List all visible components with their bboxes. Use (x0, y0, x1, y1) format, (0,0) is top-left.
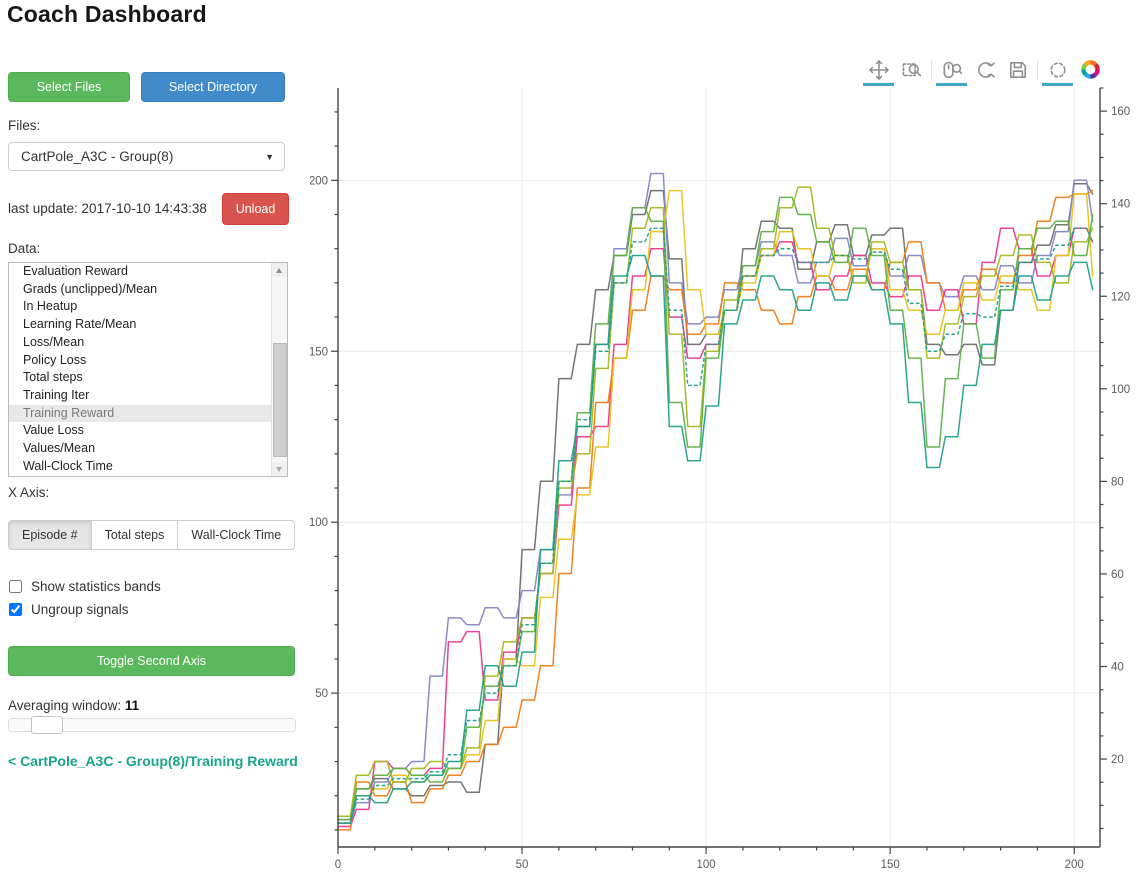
x-tick-label: 150 (881, 859, 900, 871)
data-list-item[interactable]: Training Iter (23, 387, 90, 402)
x-axis-tab-group: Episode # Total steps Wall-Clock Time (8, 520, 296, 550)
files-select-value: CartPole_A3C - Group(8) (21, 149, 174, 164)
data-list-item[interactable]: Grads (unclipped)/Mean (23, 281, 158, 296)
data-list-item[interactable]: Wall-Clock Time (23, 458, 113, 473)
data-list-item[interactable]: Evaluation Reward (23, 264, 128, 278)
averaging-window-label: Averaging window: 11 (8, 698, 140, 713)
averaging-window-value: 11 (124, 698, 140, 713)
right-tick-label: 120 (1111, 291, 1130, 303)
right-tick-label: 80 (1111, 476, 1124, 488)
last-update-text: last update: 2017-10-10 14:43:38 (8, 201, 207, 216)
checkbox-label: Show statistics bands (31, 579, 161, 594)
toggle-second-axis-button[interactable]: Toggle Second Axis (8, 646, 295, 676)
scroll-down-arrow-icon[interactable] (272, 462, 287, 476)
left-tick-label: 200 (310, 175, 328, 187)
tab-total-steps[interactable]: Total steps (91, 520, 179, 550)
series-worker-orange (337, 189, 1094, 831)
files-select[interactable]: ▼ CartPole_A3C - Group(8) (8, 142, 285, 171)
x-tick-label: 200 (1065, 859, 1084, 871)
right-tick-label: 100 (1111, 384, 1130, 396)
series-worker-olive (337, 186, 1094, 817)
x-tick-label: 0 (335, 859, 341, 871)
checkbox-label: Ungroup signals (31, 602, 129, 617)
data-list-items: Evaluation Reward Grads (unclipped)/Mean I… (9, 263, 287, 475)
right-tick-label: 60 (1111, 569, 1124, 581)
wheel-zoom-tool-icon[interactable] (936, 57, 967, 86)
averaging-window-slider[interactable] (8, 716, 296, 734)
checkbox-group: Show statistics bands Ungroup signals (8, 575, 161, 621)
select-files-button[interactable]: Select Files (8, 72, 130, 102)
data-list-item[interactable]: Policy Loss (23, 352, 87, 367)
data-list-item[interactable]: Value Loss (23, 423, 84, 438)
x-tick-label: 50 (516, 859, 529, 871)
tab-wall-clock-time[interactable]: Wall-Clock Time (178, 520, 296, 550)
page-title: Coach Dashboard (7, 1, 207, 27)
reset-tool-icon[interactable] (969, 57, 1000, 86)
pan-tool-icon[interactable] (863, 57, 894, 86)
data-list-item[interactable]: Learning Rate/Mean (23, 317, 137, 332)
unload-button[interactable]: Unload (222, 193, 289, 225)
data-list-item[interactable]: Values/Mean (23, 441, 96, 456)
series-worker-magenta (337, 227, 1094, 828)
left-tick-label: 50 (315, 688, 328, 700)
left-tick-label: 100 (310, 517, 328, 529)
x-tick-label: 100 (697, 859, 716, 871)
series-worker-teal (337, 254, 1094, 824)
hover-tool-icon[interactable] (1042, 57, 1073, 86)
right-tick-label: 20 (1111, 754, 1124, 766)
data-listbox[interactable]: Evaluation Reward Grads (unclipped)/Mean I… (8, 262, 288, 477)
save-tool-icon[interactable] (1002, 57, 1033, 86)
listbox-scrollbar[interactable] (271, 263, 287, 476)
data-label: Data: (8, 241, 41, 256)
x-axis-label: X Axis: (8, 485, 50, 500)
data-list-item[interactable]: Training Reward (9, 404, 287, 423)
data-list-item[interactable]: Total steps (23, 370, 83, 385)
series-worker-teal-dashed (337, 227, 1094, 824)
box-zoom-tool-icon[interactable] (896, 57, 927, 86)
series-worker-gold (337, 189, 1094, 824)
toolbar-separator (931, 59, 932, 80)
series-worker-slate (337, 172, 1094, 824)
checkbox-show-statistics-bands[interactable] (9, 580, 22, 593)
left-tick-label: 150 (310, 346, 328, 358)
data-list-item[interactable]: Loss/Mean (23, 334, 85, 349)
select-caret-icon: ▼ (265, 152, 274, 162)
breadcrumb-link[interactable]: < CartPole_A3C - Group(8)/Training Rewar… (8, 753, 298, 769)
series-worker-green (337, 196, 1094, 821)
checkbox-row: Show statistics bands (8, 575, 161, 598)
logo-icon (1075, 57, 1106, 86)
data-list-item[interactable]: In Heatup (23, 299, 78, 314)
checkbox-row: Ungroup signals (8, 598, 161, 621)
right-tick-label: 40 (1111, 662, 1124, 674)
scrollbar-thumb[interactable] (273, 343, 287, 457)
right-tick-label: 160 (1111, 106, 1130, 118)
select-directory-button[interactable]: Select Directory (141, 72, 285, 102)
files-label: Files: (8, 118, 41, 133)
tab-episode-[interactable]: Episode # (8, 520, 92, 550)
checkbox-ungroup-signals[interactable] (9, 603, 22, 616)
plot-canvas[interactable]: 50 100 150 200 20 40 60 80 100 120 140 160 0 50 100 150… (310, 50, 1142, 881)
slider-handle[interactable] (31, 716, 63, 734)
right-tick-label: 140 (1111, 199, 1130, 211)
toolbar-separator (1037, 59, 1038, 80)
plot-toolbar (862, 56, 1107, 86)
scroll-up-arrow-icon[interactable] (272, 263, 287, 277)
